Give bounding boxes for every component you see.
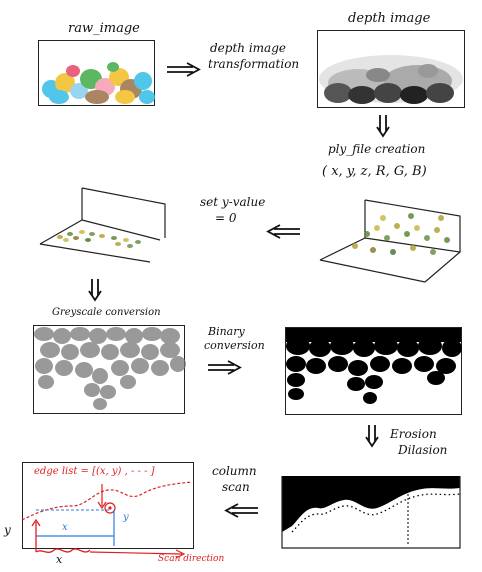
eroded-panel (281, 470, 461, 550)
scan-direction-label: Scan direction (158, 554, 225, 564)
column-scan-drawing (21, 481, 193, 559)
greyscale-blobs (34, 327, 186, 410)
arrow-right-2 (208, 360, 242, 375)
3d-point-cloud (319, 199, 462, 283)
binary-label-2: conversion (204, 339, 265, 352)
arrow-right-1 (167, 62, 201, 77)
axis-y-label: y (4, 523, 11, 537)
binary-label-1: Binary (208, 325, 245, 338)
erosion-label-1: Erosion (390, 427, 437, 441)
depth-transform-label-2: transformation (208, 57, 300, 71)
depth-image-panel (317, 30, 465, 108)
arrow-down-3 (365, 425, 379, 448)
arrow-down-2 (88, 279, 102, 302)
ply-creation-label: ply_file creation (328, 142, 426, 156)
raw-image-panel (38, 40, 155, 106)
depth-image-label: depth image (348, 11, 431, 26)
eroded-mask (281, 476, 461, 549)
raw-image-blobs (42, 62, 155, 104)
axis-x-label: x (56, 553, 63, 566)
set-y-label-1: set y-value (200, 195, 266, 209)
depth-transform-label-1: depth image (210, 41, 286, 55)
scan-x-label: x (62, 522, 68, 533)
column-scan-panel (22, 462, 194, 549)
column-scan-label-2: scan (222, 480, 250, 494)
flat-point-cloud (39, 187, 166, 263)
raw-image-label: raw_image (68, 21, 140, 36)
erosion-label-2: Dilasion (398, 443, 448, 457)
ply-fields-label: ( x, y, z, R, G, B) (322, 164, 427, 179)
arrow-left-1 (266, 224, 300, 239)
set-y-label-2: = 0 (215, 211, 237, 225)
binary-panel (285, 327, 462, 415)
greyscale-panel (33, 325, 186, 414)
binary-blobs (286, 328, 462, 404)
arrow-down-1 (376, 115, 390, 138)
depth-image-blobs (319, 55, 463, 104)
greyscale-label: Greyscale conversion (52, 307, 161, 318)
edge-list-label: edge list = [(x, y) , - - - ] (34, 466, 155, 477)
column-scan-label-1: column (212, 464, 257, 478)
arrow-left-2 (224, 503, 258, 518)
scan-y-label: y (123, 512, 129, 523)
